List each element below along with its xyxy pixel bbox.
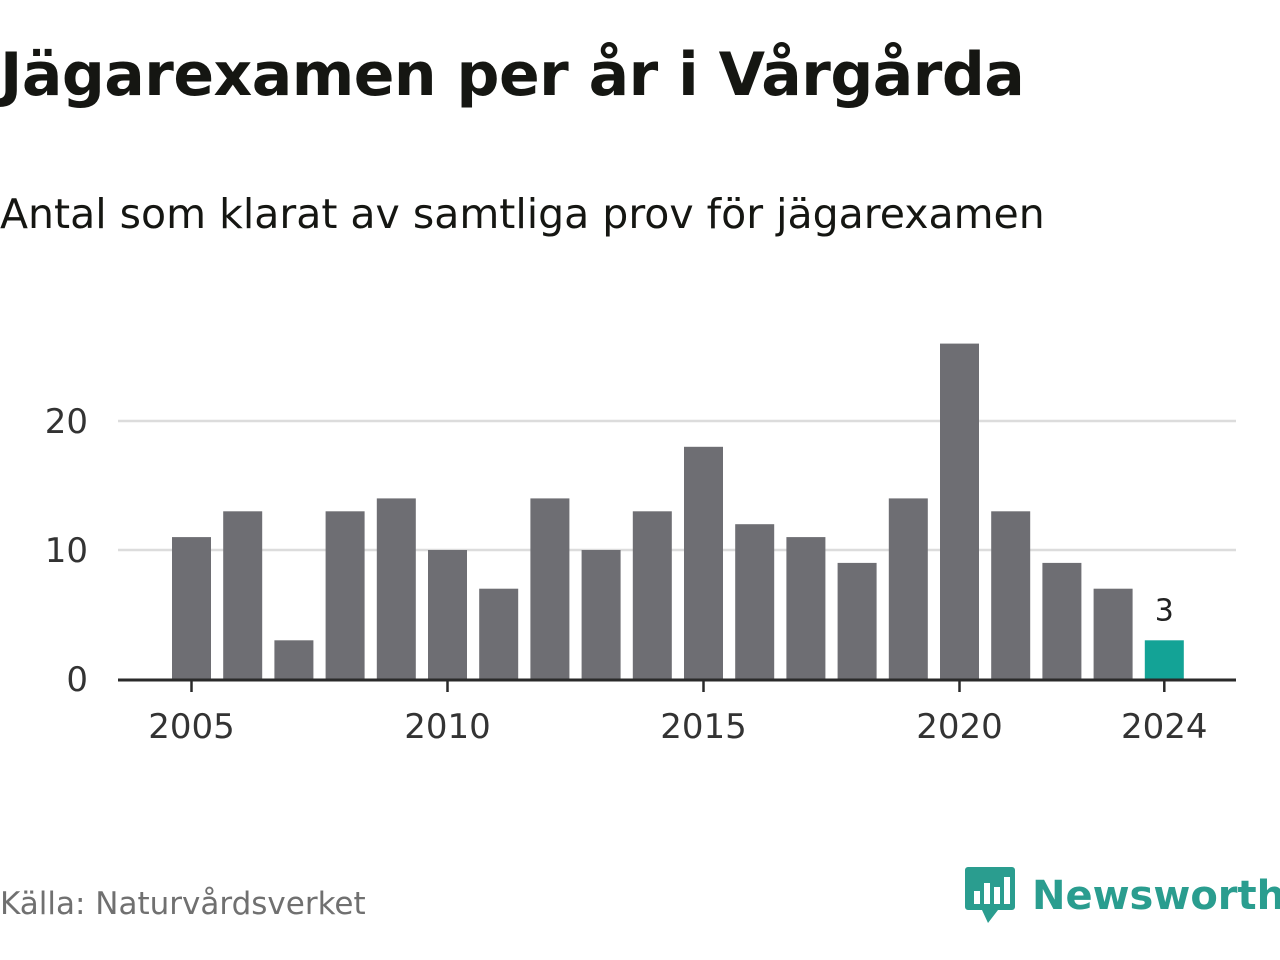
brand-name: Newsworthy xyxy=(1032,873,1280,919)
bar xyxy=(479,588,519,679)
bar xyxy=(581,550,621,679)
chart-title: Jägarexamen per år i Vårgårda xyxy=(0,40,1025,110)
bar xyxy=(684,446,723,679)
x-tick-label: 2005 xyxy=(148,707,235,747)
brand-logo: Newsworthy xyxy=(964,864,1280,928)
bar xyxy=(172,537,211,679)
bar xyxy=(632,511,672,679)
bar xyxy=(1042,562,1082,679)
bar xyxy=(940,343,979,679)
bar-highlight xyxy=(1144,640,1184,679)
x-tick-label: 2015 xyxy=(660,707,747,747)
bar xyxy=(274,640,314,679)
y-tick-label: 10 xyxy=(45,531,88,571)
bar xyxy=(888,498,928,679)
x-tick-label: 2024 xyxy=(1121,707,1208,747)
bar xyxy=(223,511,263,679)
newsworthy-logo-icon xyxy=(965,867,1015,923)
data-label: 3 xyxy=(1155,593,1174,628)
x-tick-label: 2010 xyxy=(404,707,491,747)
bar xyxy=(376,498,416,679)
bar xyxy=(837,562,877,679)
bar xyxy=(1093,588,1133,679)
bar xyxy=(991,511,1031,679)
bar xyxy=(786,537,826,679)
chart-subtitle: Antal som klarat av samtliga prov för jä… xyxy=(0,190,1045,238)
x-tick-label: 2020 xyxy=(916,707,1003,747)
bar-chart: 0 10 20 3 2005 2010 2015 2020 2024 xyxy=(45,343,1236,747)
source-note: Källa: Naturvårdsverket xyxy=(0,886,366,922)
bar xyxy=(530,498,570,679)
bar xyxy=(325,511,365,679)
bar xyxy=(428,550,467,679)
y-tick-label: 0 xyxy=(66,660,88,700)
y-tick-label: 20 xyxy=(45,402,88,442)
bar xyxy=(735,524,775,679)
